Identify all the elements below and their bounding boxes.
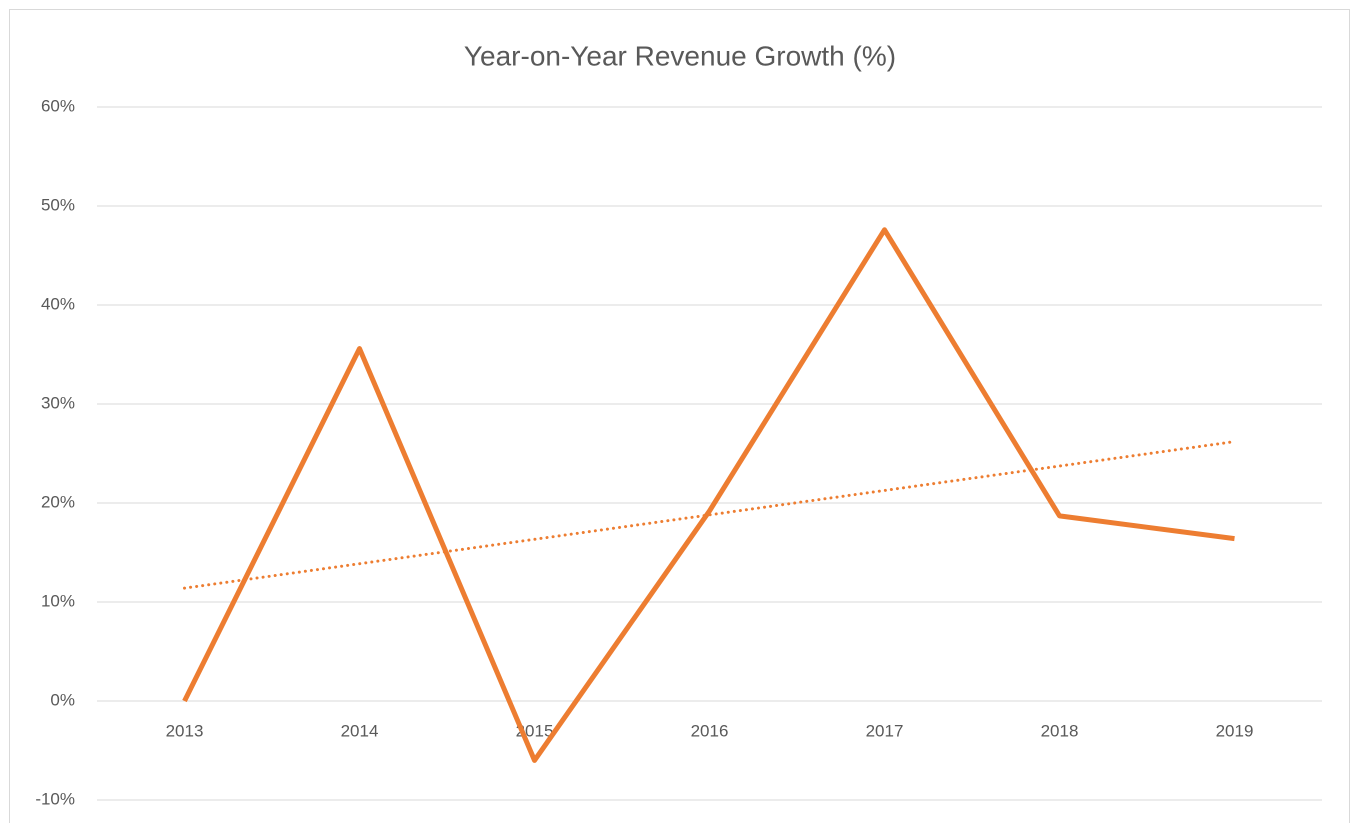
x-tick-label: 2014 <box>341 721 379 740</box>
x-tick-label: 2017 <box>866 721 904 740</box>
y-tick-label: 50% <box>41 195 75 214</box>
y-tick-label: -10% <box>35 789 75 808</box>
chart-border <box>9 9 1350 823</box>
y-tick-label: 30% <box>41 393 75 412</box>
trendline <box>183 440 1236 590</box>
x-tick-label: 2019 <box>1216 721 1254 740</box>
y-tick-label: 10% <box>41 591 75 610</box>
x-tick-label: 2018 <box>1041 721 1079 740</box>
y-tick-label: 20% <box>41 492 75 511</box>
x-tick-label: 2013 <box>166 721 204 740</box>
data-line <box>182 227 1235 763</box>
x-tick-label: 2016 <box>691 721 729 740</box>
y-tick-label: 60% <box>41 96 75 115</box>
y-tick-label: 40% <box>41 294 75 313</box>
y-tick-label: 0% <box>50 690 75 709</box>
chart-title: Year-on-Year Revenue Growth (%) <box>464 40 896 71</box>
